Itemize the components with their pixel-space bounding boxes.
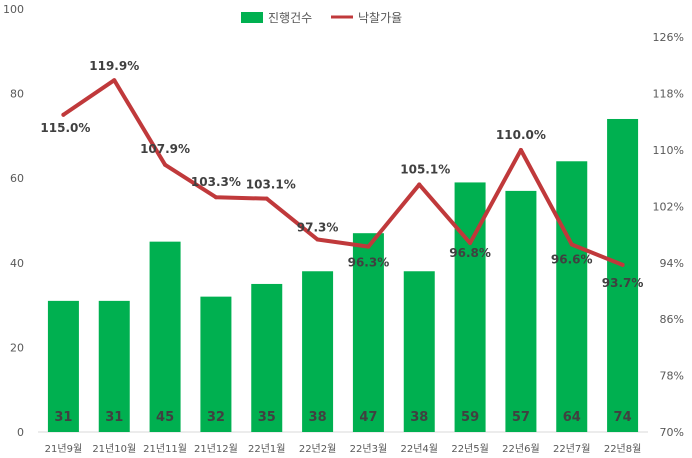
x-tick-label: 21년9월 [45,443,83,455]
right-tick-label: 110% [653,144,684,157]
bar-value-label: 31 [54,410,72,425]
x-tick-label: 21년11월 [143,443,187,455]
line-value-label: 96.6% [551,252,593,266]
bars [47,118,639,432]
line-value-label: 105.1% [400,163,450,177]
line-value-label: 119.9% [89,59,139,73]
line-point [112,78,117,83]
legend-label-line: 낙찰가율 [358,11,402,25]
x-tick-label: 21년12월 [194,443,238,455]
line-point [468,241,473,246]
line-value-label: 96.3% [348,256,390,270]
line-value-label: 103.3% [191,175,241,189]
bar [607,118,639,432]
line-point [366,244,371,249]
line-point [163,162,168,167]
bar-value-label: 64 [563,410,581,425]
left-tick-label: 20 [10,341,24,354]
line-value-label: 107.9% [140,142,190,156]
x-tick-label: 22년4월 [401,443,439,455]
legend-label-bar: 진행건수 [268,10,312,25]
line-labels: 115.0% 119.9% 107.9% 103.3% 103.1% 97.3% 96.3%… [40,59,643,290]
line-path [61,78,625,267]
bar [403,271,435,432]
line-value-label: 103.1% [246,178,296,192]
right-tick-label: 78% [660,370,684,383]
x-tick-label: 22년8월 [604,443,642,455]
bar-value-label: 32 [207,410,225,425]
line-point [264,196,269,201]
left-tick-label: 100 [3,3,24,16]
line-point [417,182,422,187]
bar-value-label: 47 [359,410,377,425]
bar-value-label: 74 [614,410,632,425]
left-tick-label: 60 [10,172,24,185]
bar-value-label: 57 [512,410,530,425]
bar-value-label: 38 [309,410,327,425]
line-point [61,112,66,117]
right-tick-label: 94% [660,257,684,270]
bar [200,296,232,432]
x-tick-label: 22년5월 [451,443,489,455]
legend: 진행건수 낙찰가율 [241,10,402,25]
x-ticks: 21년9월 21년10월 21년11월 21년12월 22년1월 22년2월 22년3월 22… [45,443,642,455]
right-tick-label: 70% [660,426,684,439]
bar-value-label: 31 [105,410,123,425]
line-value-label: 110.0% [496,128,546,142]
bar-value-label: 45 [156,410,174,425]
bar-value-label: 59 [461,410,479,425]
right-tick-label: 118% [653,88,684,101]
bar [98,300,130,432]
x-tick-label: 22년3월 [350,443,388,455]
x-tick-label: 22년1월 [248,443,286,455]
left-axis: 0 20 40 60 80 100 [3,3,24,439]
bar-labels: 31 31 45 32 35 38 47 38 59 57 64 74 [54,410,631,425]
bar [352,233,384,432]
line-point [315,237,320,242]
bar [302,271,334,432]
line-value-label: 96.8% [449,246,491,260]
x-tick-label: 21년10월 [92,443,136,455]
right-tick-label: 102% [653,200,684,213]
line-value-label: 115.0% [40,121,90,135]
line-point [213,195,218,200]
left-tick-label: 40 [10,257,24,270]
line-point [569,242,574,247]
x-tick-label: 22년6월 [502,443,540,455]
line-value-label: 97.3% [297,221,339,235]
bar-value-label: 38 [410,410,428,425]
line-series [61,78,625,267]
legend-swatch-bar [241,12,263,23]
left-tick-label: 80 [10,88,24,101]
line-value-label: 93.7% [602,276,644,290]
right-tick-label: 126% [653,31,684,44]
bar [251,283,283,432]
right-axis: 70% 78% 86% 94% 102% 110% 118% 126% [653,31,684,439]
bar-value-label: 35 [258,410,276,425]
bar [149,241,181,432]
line-point [620,262,625,267]
x-tick-label: 22년2월 [299,443,337,455]
bar [47,300,79,432]
bar [556,161,588,432]
x-tick-label: 22년7월 [553,443,591,455]
left-tick-label: 0 [17,426,24,439]
right-tick-label: 86% [660,313,684,326]
bar [505,190,537,432]
line-point [518,148,523,152]
